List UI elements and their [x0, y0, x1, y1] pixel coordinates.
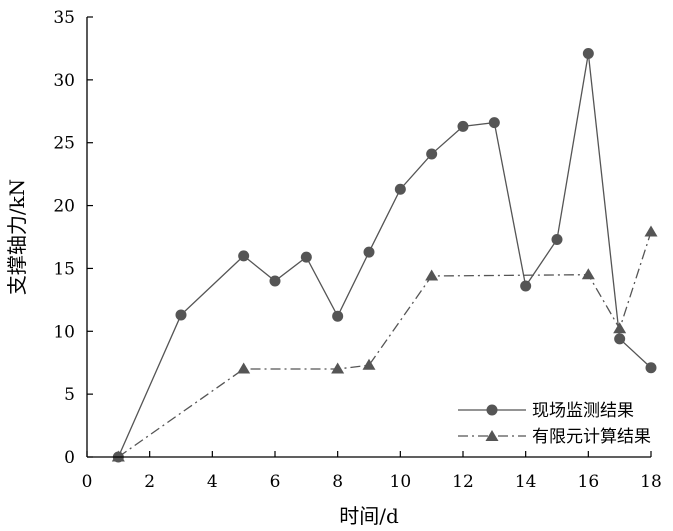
series-line-1 [117, 53, 652, 458]
data-point-series-1 [238, 250, 250, 262]
series-line-2 [117, 231, 652, 458]
x-tick-label: 0 [82, 472, 93, 492]
x-tick-label: 4 [207, 472, 218, 492]
y-axis-title: 支撑轴力/kN [5, 179, 29, 295]
plot-lines [117, 53, 652, 458]
x-tick-label: 18 [640, 472, 662, 492]
x-tick-label: 16 [578, 472, 600, 492]
x-tick-label: 14 [515, 472, 537, 492]
data-point-series-2 [362, 358, 376, 370]
y-tick-label: 20 [53, 197, 75, 217]
y-tick-label: 10 [53, 322, 75, 342]
y-tick-label: 0 [64, 448, 75, 468]
data-point-series-1 [457, 120, 469, 132]
data-point-series-1 [269, 275, 281, 287]
x-tick-label: 10 [390, 472, 412, 492]
y-tick-label: 30 [53, 71, 75, 91]
plot-markers [111, 47, 658, 463]
x-tick-label: 6 [270, 472, 281, 492]
data-point-series-1 [394, 183, 406, 195]
data-point-series-1 [582, 47, 594, 59]
data-point-series-2 [111, 450, 125, 462]
data-point-series-1 [332, 310, 344, 322]
legend-label-series-1: 现场监测结果 [532, 401, 634, 421]
data-point-series-1 [520, 280, 532, 292]
data-point-series-2 [581, 268, 595, 280]
data-point-series-2 [237, 362, 251, 374]
data-point-series-1 [488, 117, 500, 129]
legend-marker-series-1 [486, 404, 498, 416]
data-point-series-1 [645, 362, 657, 374]
data-point-series-1 [426, 148, 438, 160]
legend-label-series-2: 有限元计算结果 [532, 427, 651, 447]
data-point-series-2 [613, 322, 627, 334]
data-point-series-1 [363, 246, 375, 258]
x-tick-label: 8 [332, 472, 343, 492]
legend: 现场监测结果 有限元计算结果 [458, 401, 651, 447]
y-tick-label: 5 [64, 385, 75, 405]
y-axis-ticks: 0 5 10 15 20 25 30 35 [53, 8, 93, 468]
legend-marker-series-2 [485, 430, 499, 441]
data-point-series-2 [331, 362, 345, 374]
x-tick-label: 12 [452, 472, 474, 492]
data-point-series-1 [551, 234, 563, 246]
x-tick-label: 2 [144, 472, 155, 492]
x-axis-ticks: 0 2 4 6 8 10 12 14 16 18 [82, 451, 662, 492]
data-point-series-1 [300, 251, 312, 263]
data-point-series-1 [614, 333, 626, 345]
data-point-series-2 [425, 269, 439, 281]
data-point-series-2 [644, 225, 658, 237]
y-tick-label: 15 [53, 259, 75, 279]
y-tick-label: 35 [53, 8, 75, 28]
data-point-series-1 [175, 309, 187, 321]
y-tick-label: 25 [53, 134, 75, 154]
x-axis-title: 时间/d [339, 504, 399, 528]
